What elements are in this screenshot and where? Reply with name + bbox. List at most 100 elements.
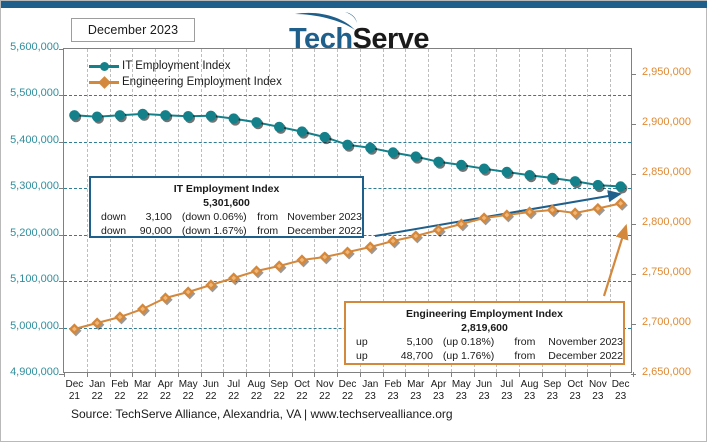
x-axis-label-year: 22 <box>137 390 149 402</box>
x-axis-label-month: Apr <box>430 379 447 390</box>
x-axis-label: Mar 22 <box>123 379 163 402</box>
x-axis-label-year: 22 <box>182 390 194 402</box>
y-axis-label-left: 5,000,000 <box>10 319 59 332</box>
eng-row2-direction: up <box>356 349 368 362</box>
x-axis-tick <box>109 372 111 377</box>
x-axis-label-year: 22 <box>341 390 354 402</box>
legend-label-engineering: Engineering Employment Index <box>122 76 282 88</box>
x-axis-tick <box>519 372 521 377</box>
eng-callout-title: Engineering Employment Index <box>406 308 563 320</box>
page-title: December 2023 <box>87 23 179 37</box>
eng-row2-period: December 2022 <box>548 349 623 362</box>
x-axis-label-year: 22 <box>296 390 308 402</box>
x-axis-tick <box>496 372 498 377</box>
x-axis-tick <box>132 372 134 377</box>
y-axis-tick-right <box>631 324 636 325</box>
eng-row2-percent: (up 1.76%) <box>442 349 495 362</box>
x-axis-label-month: Aug <box>520 379 539 390</box>
x-axis-label-month: Jun <box>475 379 493 390</box>
y-axis-label-right: 2,800,000 <box>642 216 691 228</box>
x-axis-label: Feb 22 <box>100 379 140 402</box>
x-axis-label-month: Feb <box>384 379 402 390</box>
legend-swatch-it <box>89 58 119 74</box>
x-axis-label-month: Nov <box>588 379 607 390</box>
it-row1-from: from <box>257 211 279 223</box>
x-axis-label: Dec 23 <box>601 379 641 402</box>
grid-line-vertical <box>86 49 88 372</box>
x-axis-label: Sep 22 <box>259 379 299 402</box>
x-axis-label-month: May <box>451 379 471 390</box>
logo-wordmark: TechServe <box>289 24 469 54</box>
x-axis-label-month: Aug <box>247 379 266 390</box>
x-axis-tick <box>64 372 65 377</box>
x-axis-label-year: 22 <box>159 390 171 402</box>
x-axis-label-year: 23 <box>546 390 558 402</box>
it-employment-callout: IT Employment Index 5,301,600 down 3,100… <box>89 176 364 238</box>
y-axis-label-left: 4,900,000 <box>10 366 59 378</box>
y-axis-tick-right <box>631 74 636 75</box>
x-axis-tick <box>268 372 270 377</box>
x-axis-label-year: 23 <box>592 390 604 402</box>
x-axis-tick <box>541 372 543 377</box>
x-axis-label-month: Sep <box>270 379 289 390</box>
y-axis-label-right: 2,950,000 <box>642 66 691 78</box>
x-axis-label: Jan 22 <box>77 379 117 402</box>
x-axis-label-year: 23 <box>432 390 445 402</box>
y-axis-label-left: 5,100,000 <box>10 273 59 286</box>
y-axis-tick-left <box>59 234 64 236</box>
y-axis-label-right: 2,850,000 <box>642 166 691 178</box>
x-axis-label-year: 21 <box>68 390 80 402</box>
x-axis-label-month: Jan <box>89 379 106 390</box>
x-axis-label: Jul 22 <box>214 379 254 402</box>
y-axis-tick-right <box>631 174 636 175</box>
y-axis-tick-right <box>631 224 636 225</box>
x-axis-label-month: Jan <box>362 379 379 390</box>
y-axis-label-left: 5,600,000 <box>10 41 59 53</box>
y-axis-tick-right <box>631 124 636 125</box>
x-axis-label: Oct 22 <box>282 379 322 402</box>
y-axis-label-right: 2,750,000 <box>642 266 691 278</box>
eng-row1-direction: up <box>356 336 368 348</box>
y-axis-label-left: 5,300,000 <box>10 180 59 193</box>
it-row2-from: from <box>257 224 279 237</box>
eng-callout-value: 2,819,600 <box>461 322 508 334</box>
x-axis-tick <box>200 372 202 377</box>
x-axis-tick <box>587 372 589 377</box>
y-axis-label-left: 5,200,000 <box>10 226 59 239</box>
y-axis-tick-left <box>59 49 64 50</box>
x-axis-label: May 22 <box>168 379 208 402</box>
it-row1-amount: 3,100 <box>145 211 172 223</box>
x-axis-tick <box>223 372 225 377</box>
x-axis-label-year: 22 <box>228 390 240 402</box>
x-axis-label: Jun 23 <box>464 379 504 402</box>
x-axis-tick <box>359 372 361 377</box>
eng-callout-row-1: up 5,100 (up 0.18%) from November 2023 <box>346 336 623 350</box>
legend-swatch-engineering <box>89 74 119 90</box>
eng-row2-from: from <box>514 349 536 362</box>
y-axis-tick-left <box>59 188 64 190</box>
x-axis-label: Oct 23 <box>555 379 595 402</box>
eng-row1-percent: (up 0.18%) <box>442 336 495 348</box>
eng-row2-amount: 48,700 <box>400 349 433 362</box>
grid-line-horizontal <box>64 95 631 97</box>
x-axis-label-year: 22 <box>91 390 103 402</box>
y-axis-tick-left <box>59 327 64 329</box>
x-axis-label-year: 22 <box>205 390 217 402</box>
x-axis-label: Dec 22 <box>328 379 368 402</box>
legend-label-it: IT Employment Index <box>122 60 231 72</box>
x-axis-label: Aug 22 <box>236 379 276 402</box>
y-axis-tick-left <box>59 281 64 283</box>
it-row2-direction: down <box>101 224 127 237</box>
it-callout-value: 5,301,600 <box>203 197 250 209</box>
x-axis-label: Jul 23 <box>487 379 527 402</box>
it-row2-period: December 2022 <box>287 224 362 237</box>
legend-item-it: IT Employment Index <box>89 58 282 74</box>
y-axis-tick-left <box>59 374 64 375</box>
x-axis-label: Dec 21 <box>54 379 94 402</box>
y-axis-tick-right <box>631 274 636 275</box>
x-axis-label: Apr 23 <box>419 379 459 402</box>
x-axis-label-month: Oct <box>567 379 583 390</box>
source-footer: Source: TechServe Alliance, Alexandria, … <box>71 407 453 421</box>
eng-row1-amount: 5,100 <box>406 336 433 348</box>
x-axis-tick <box>86 372 88 377</box>
